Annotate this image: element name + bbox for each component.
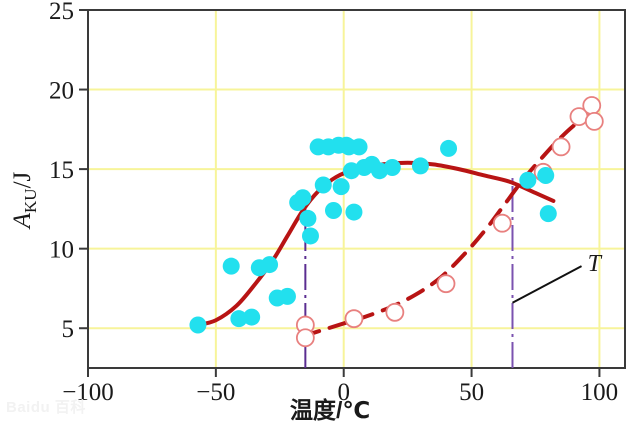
data-point-filled [294,189,312,207]
y-tick-label: 10 [49,237,74,264]
data-point-filled [345,203,363,221]
x-axis-ticks [87,368,601,377]
data-point-filled [189,316,207,334]
data-point-filled [440,139,458,157]
x-tick-label: 50 [459,379,484,406]
y-tick-label: 25 [49,0,74,25]
data-point-open [492,213,512,233]
y-axis-title-sub: KU [21,188,40,213]
plot-frame [87,9,626,369]
x-tick-label: −100 [62,379,114,406]
data-point-filled [383,159,401,177]
data-point-filled [371,162,389,180]
data-point-filled [261,256,279,274]
data-point-open [295,328,315,348]
y-axis-ticks [79,9,88,330]
x-axis-title: 温度/℃ [290,397,370,423]
chart-annotations: T [512,251,603,304]
data-point-open [551,137,571,157]
data-point-open [385,302,405,322]
data-point-filled [350,138,368,156]
x-tick-label: 100 [581,379,619,406]
annotation-leader-line [512,265,582,304]
data-point-filled [222,257,240,275]
x-axis-title-text: 温度/℃ [290,397,370,423]
y-axis-tick-labels: 5 10 15 20 25 [49,0,74,343]
data-point-filled [278,287,296,305]
x-axis-tick-labels: −100 −50 0 50 100 [62,379,618,406]
series-filled-cyan-points [189,136,557,334]
y-tick-label: 20 [49,78,74,105]
y-axis-title-unit: /J [9,171,36,188]
data-point-filled [243,308,261,326]
y-axis-title: AKU/J [9,171,40,230]
y-tick-label: 5 [62,316,75,343]
baidu-watermark: Baidu 百科 [6,399,86,416]
data-point-filled [342,162,360,180]
data-point-open [582,96,602,115]
data-point-open [436,274,456,294]
data-point-filled [539,205,557,223]
x-tick-label: 0 [337,379,350,406]
data-point-filled [519,171,537,189]
data-point-filled [301,227,319,245]
data-point-filled [332,178,350,196]
data-point-filled [537,166,555,184]
series-open-red-circles [295,96,604,348]
data-point-open [584,111,604,131]
data-point-open [344,309,364,329]
data-point-filled [299,209,317,227]
x-tick-label: −50 [196,379,235,406]
data-point-filled [230,310,248,328]
y-axis-title-group: AKU/J [9,171,40,230]
data-point-filled [314,176,332,194]
data-point-filled [324,201,342,219]
transition-temperature-label: T [588,251,603,277]
data-point-filled [411,157,429,175]
y-axis-title-main: A [9,212,36,230]
y-tick-label: 15 [49,157,74,184]
